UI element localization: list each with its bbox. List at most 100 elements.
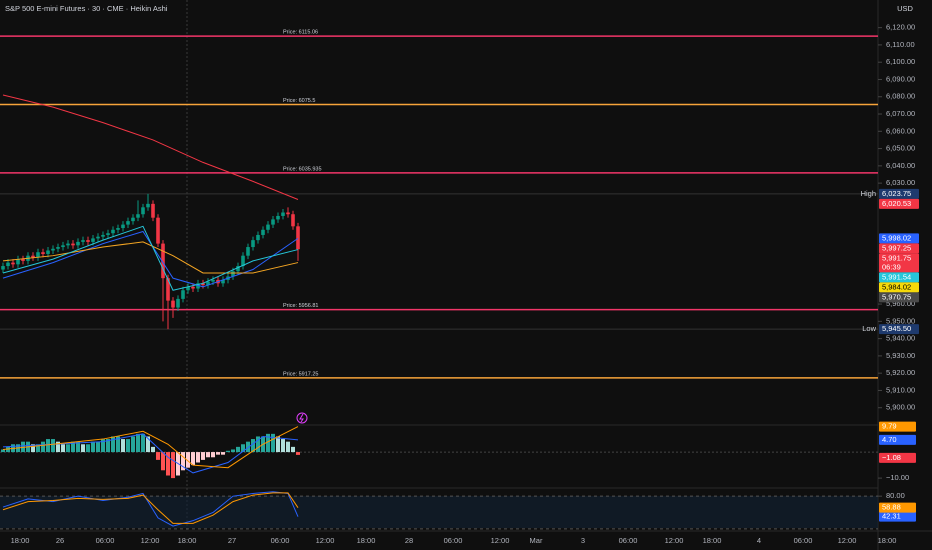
price-tag-label: 5,984.02 bbox=[882, 282, 911, 291]
y-tick-label: 5,930.00 bbox=[886, 351, 915, 360]
x-tick-label: 18:00 bbox=[11, 536, 30, 545]
histogram-bar bbox=[221, 452, 225, 455]
price-tag bbox=[879, 188, 919, 199]
histogram-bar bbox=[46, 439, 50, 453]
candle-body bbox=[156, 217, 160, 244]
candle-body bbox=[166, 278, 170, 301]
x-tick-label: 06:00 bbox=[271, 536, 290, 545]
alert-icon[interactable] bbox=[296, 412, 308, 424]
histogram-bar bbox=[6, 446, 10, 453]
x-tick-label: 06:00 bbox=[619, 536, 638, 545]
candle-body bbox=[256, 234, 260, 241]
candle-body bbox=[56, 247, 60, 249]
indicator-line bbox=[2, 94, 299, 200]
histogram-bar bbox=[21, 441, 25, 453]
candle-body bbox=[131, 217, 135, 222]
candle-body bbox=[211, 279, 215, 282]
price-tag bbox=[879, 282, 919, 293]
candle-body bbox=[31, 255, 35, 258]
histogram-bar bbox=[36, 444, 40, 453]
candle-body bbox=[36, 252, 40, 258]
candle-body bbox=[86, 240, 90, 242]
x-tick-label: 18:00 bbox=[357, 536, 376, 545]
price-tag bbox=[879, 324, 919, 335]
candle-body bbox=[46, 250, 50, 254]
candle-body bbox=[296, 226, 300, 250]
price-level-label: Price: 5956.81 bbox=[283, 303, 318, 309]
histogram-bar bbox=[121, 439, 125, 453]
price-level-label: Price: 6035.935 bbox=[283, 166, 322, 172]
histogram-bar bbox=[116, 436, 120, 453]
y-tick-label: 6,100.00 bbox=[886, 57, 915, 66]
candle-body bbox=[251, 240, 255, 248]
indicator-line bbox=[2, 433, 299, 474]
y-tick-label: 6,050.00 bbox=[886, 144, 915, 153]
value-tag bbox=[879, 434, 916, 445]
candle-body bbox=[286, 212, 290, 215]
candle-body bbox=[231, 271, 235, 277]
x-tick-label: 06:00 bbox=[96, 536, 115, 545]
candle-body bbox=[51, 248, 55, 251]
x-tick-label: 28 bbox=[405, 536, 413, 545]
candle-body bbox=[236, 266, 240, 272]
y-tick-label: 6,060.00 bbox=[886, 126, 915, 135]
candle-body bbox=[71, 243, 75, 246]
y-tick-label: 6,080.00 bbox=[886, 92, 915, 101]
indicator-line bbox=[2, 492, 299, 524]
value-tag-label: 4.70 bbox=[882, 435, 897, 444]
y-tick-label: 5,960.00 bbox=[886, 299, 915, 308]
y-tick-label: 80.00 bbox=[886, 491, 905, 500]
candle-body bbox=[66, 243, 70, 246]
high-low-label: High bbox=[861, 189, 876, 198]
histogram-bar bbox=[246, 441, 250, 453]
y-tick-label: 5,910.00 bbox=[886, 385, 915, 394]
histogram-bar bbox=[166, 452, 170, 476]
histogram-bar bbox=[111, 436, 115, 453]
histogram-bar bbox=[281, 439, 285, 453]
price-tag-label: 5,945.50 bbox=[882, 324, 911, 333]
histogram-bar bbox=[291, 446, 295, 453]
price-tag-label: 5,997.25 bbox=[882, 243, 911, 252]
candle-body bbox=[181, 290, 185, 299]
candle-body bbox=[261, 229, 265, 235]
indicator-line bbox=[2, 491, 299, 527]
value-tag bbox=[879, 511, 916, 522]
candle-body bbox=[201, 283, 205, 286]
high-low-label: Low bbox=[862, 324, 876, 333]
histogram-bar bbox=[51, 439, 55, 453]
value-tag-label: 9.79 bbox=[882, 422, 897, 431]
alert-icon-bolt bbox=[299, 413, 304, 423]
histogram-bar bbox=[161, 452, 165, 471]
candle-body bbox=[266, 224, 270, 230]
histogram-bar bbox=[296, 452, 300, 455]
histogram-bar bbox=[101, 439, 105, 453]
value-tag bbox=[879, 452, 916, 463]
price-level-label: Price: 6115.06 bbox=[283, 30, 318, 36]
candle-body bbox=[16, 259, 20, 265]
currency: USD bbox=[897, 4, 913, 13]
histogram-bar bbox=[91, 441, 95, 453]
histogram-bar bbox=[71, 441, 75, 453]
candle-body bbox=[116, 228, 120, 230]
candle-body bbox=[171, 300, 175, 308]
value-tag bbox=[879, 502, 916, 513]
y-tick-label: 5,940.00 bbox=[886, 334, 915, 343]
candle-body bbox=[11, 262, 15, 265]
price-level-label: Price: 5917.25 bbox=[283, 371, 318, 377]
histogram-bar bbox=[126, 439, 130, 453]
x-tick-label: 12:00 bbox=[838, 536, 857, 545]
candle-body bbox=[151, 203, 155, 218]
histogram-bar bbox=[286, 441, 290, 453]
candle-body bbox=[276, 215, 280, 220]
y-tick-label: 6,030.00 bbox=[886, 178, 915, 187]
price-tag bbox=[879, 243, 919, 254]
histogram-bar bbox=[96, 441, 100, 453]
candle-body bbox=[76, 241, 80, 246]
candle-body bbox=[291, 214, 295, 227]
histogram-bar bbox=[196, 452, 200, 463]
x-tick-label: 12:00 bbox=[316, 536, 335, 545]
histogram-bar bbox=[61, 444, 65, 453]
histogram-bar bbox=[56, 441, 60, 453]
histogram-bar bbox=[171, 452, 175, 479]
